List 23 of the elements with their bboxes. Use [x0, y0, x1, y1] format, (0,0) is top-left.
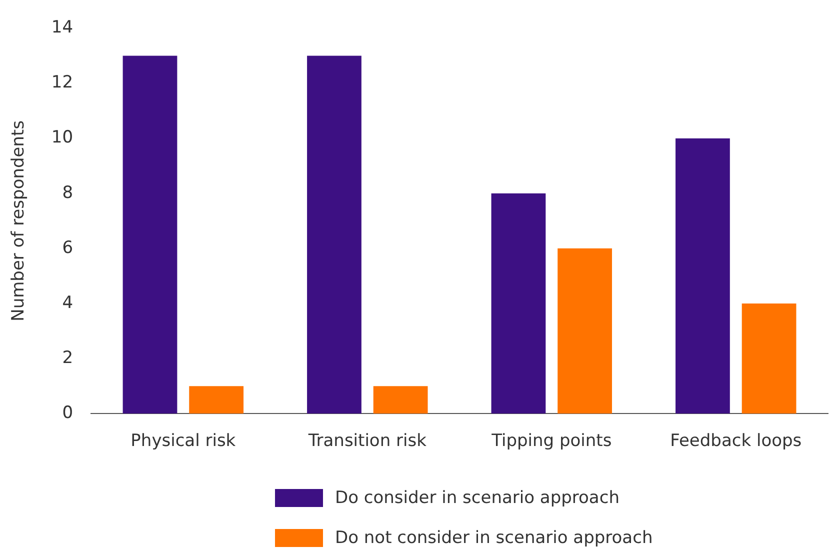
- bar: [491, 193, 546, 414]
- bar: [307, 56, 362, 414]
- x-tick-label: Tipping points: [490, 431, 612, 452]
- y-tick-label: 0: [62, 403, 74, 424]
- x-tick-label: Feedback loops: [670, 431, 802, 452]
- y-tick-label: 6: [62, 238, 74, 258]
- y-tick-label: 8: [62, 182, 74, 203]
- bar: [373, 386, 428, 414]
- y-axis-title: Number of respondents: [8, 120, 29, 322]
- x-tick-label: Transition risk: [307, 431, 427, 452]
- x-tick-label: Physical risk: [130, 431, 236, 452]
- bar: [676, 138, 730, 414]
- y-tick-label: 10: [51, 128, 74, 148]
- legend-label: Do consider in scenario approach: [335, 488, 620, 508]
- y-tick-label: 2: [62, 348, 74, 368]
- bar: [742, 303, 796, 414]
- bar: [558, 248, 612, 414]
- bar: [189, 386, 244, 414]
- legend-label: Do not consider in scenario approach: [335, 528, 653, 548]
- y-tick-label: 12: [51, 72, 74, 93]
- bar: [122, 56, 178, 414]
- y-tick-label: 4: [62, 292, 74, 313]
- y-tick-label: 14: [51, 18, 74, 38]
